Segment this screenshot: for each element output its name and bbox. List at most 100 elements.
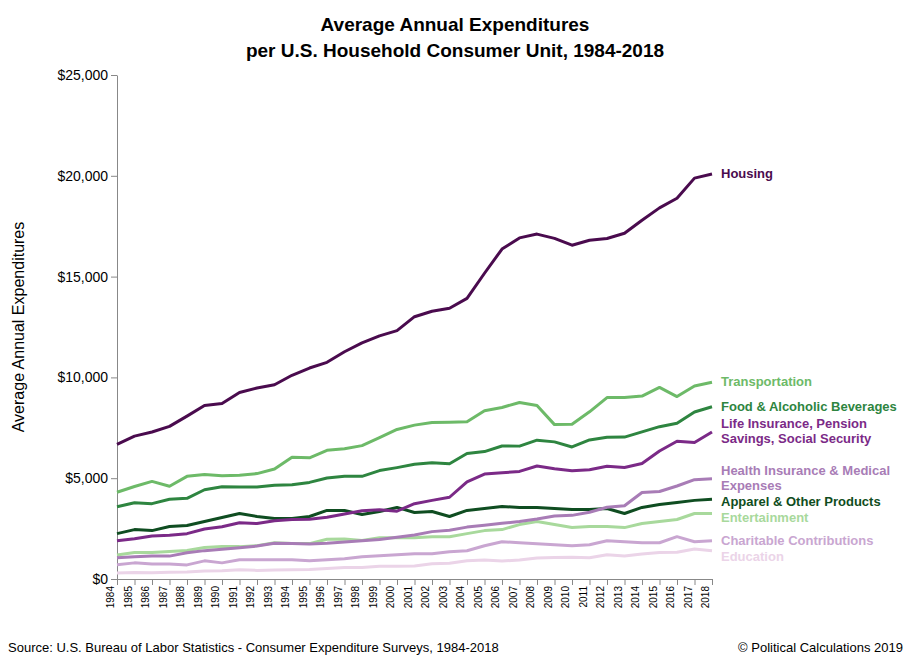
x-tick-label: 2017 — [683, 586, 694, 609]
series-label: Apparel & Other Products — [721, 494, 881, 509]
x-tick: 2012 — [595, 579, 608, 608]
y-tick: $25,000 — [57, 67, 117, 83]
x-tick-mark — [555, 579, 556, 585]
x-tick: 2007 — [508, 579, 521, 608]
x-tick-label: 2003 — [438, 586, 449, 609]
x-tick-mark — [310, 579, 311, 585]
x-tick: 1997 — [333, 579, 346, 608]
series-label: Housing — [721, 166, 773, 181]
x-tick-label: 1996 — [315, 586, 326, 609]
x-tick-label: 2005 — [473, 586, 484, 609]
x-tick-mark — [117, 579, 118, 585]
x-tick-label: 1993 — [263, 586, 274, 609]
x-tick-mark — [135, 579, 136, 585]
series-label: Food & Alcoholic Beverages — [721, 399, 897, 414]
series-label: Health Insurance & MedicalExpenses — [721, 463, 890, 493]
y-tick: $15,000 — [57, 269, 117, 285]
x-tick: 2003 — [438, 579, 451, 608]
x-tick-label: 2001 — [403, 586, 414, 609]
x-tick: 2014 — [630, 579, 643, 608]
x-tick: 2011 — [578, 579, 591, 608]
x-tick-mark — [537, 579, 538, 585]
x-tick: 1984 — [105, 579, 118, 608]
x-tick: 1985 — [123, 579, 136, 608]
y-axis-title: Average Annual Expenditures — [10, 222, 27, 433]
x-tick-mark — [170, 579, 171, 585]
x-tick-mark — [345, 579, 346, 585]
x-tick-label: 2018 — [700, 586, 711, 609]
x-tick-label: 2013 — [613, 586, 624, 609]
chart: Average Annual Expenditures per U.S. Hous… — [0, 0, 911, 661]
x-tick-label: 2000 — [385, 586, 396, 609]
x-tick-label: 2008 — [525, 586, 536, 609]
x-tick-label: 1997 — [333, 586, 344, 609]
x-tick-label: 2015 — [648, 586, 659, 609]
x-tick-mark — [520, 579, 521, 585]
x-tick-label: 2002 — [420, 586, 431, 609]
x-tick-mark — [625, 579, 626, 585]
y-tick-mark — [111, 75, 117, 76]
x-tick: 2004 — [455, 579, 468, 608]
series-label: Education — [721, 549, 784, 564]
y-tick-mark — [111, 579, 117, 580]
x-tick: 2006 — [490, 579, 503, 608]
subtitle: per U.S. Household Consumer Unit, 1984-2… — [246, 40, 664, 61]
x-tick-mark — [152, 579, 153, 585]
x-tick-mark — [415, 579, 416, 585]
series-label: Charitable Contributions — [721, 533, 873, 548]
x-tick-label: 2011 — [578, 586, 589, 608]
x-tick-mark — [590, 579, 591, 585]
x-tick-label: 1991 — [228, 586, 239, 609]
x-tick: 1988 — [175, 579, 188, 608]
x-tick-mark — [607, 579, 608, 585]
x-tick: 2010 — [560, 579, 573, 608]
x-tick: 2002 — [420, 579, 433, 608]
credit-note: © Political Calculations 2019 — [738, 640, 903, 655]
x-tick-mark — [502, 579, 503, 585]
y-tick-label: $5,000 — [65, 470, 108, 486]
x-tick: 2009 — [543, 579, 556, 608]
x-tick: 1989 — [193, 579, 206, 608]
x-tick: 1996 — [315, 579, 328, 608]
series-line — [117, 407, 712, 507]
x-tick-mark — [240, 579, 241, 585]
x-tick-mark — [450, 579, 451, 585]
x-tick: 1995 — [298, 579, 311, 608]
x-tick: 1990 — [210, 579, 223, 608]
y-tick-mark — [111, 478, 117, 479]
y-tick-label: $20,000 — [57, 168, 108, 184]
y-tick-mark — [111, 176, 117, 177]
y-tick-label: $0 — [92, 571, 108, 587]
x-tick-mark — [397, 579, 398, 585]
x-tick-label: 2014 — [630, 586, 641, 609]
x-tick-mark — [187, 579, 188, 585]
series-label: Transportation — [721, 374, 812, 389]
x-tick: 1999 — [368, 579, 381, 608]
x-tick-label: 1995 — [298, 586, 309, 609]
x-tick-mark — [485, 579, 486, 585]
x-tick: 1994 — [280, 579, 293, 608]
series-label: Life Insurance, PensionSavings, Social S… — [721, 416, 872, 446]
x-tick-mark — [642, 579, 643, 585]
series-label: Entertainment — [721, 510, 809, 525]
x-tick-label: 1985 — [123, 586, 134, 609]
x-tick: 1991 — [228, 579, 241, 608]
y-tick: $20,000 — [57, 168, 117, 184]
x-tick-mark — [572, 579, 573, 585]
x-tick-label: 1998 — [350, 586, 361, 609]
y-tick: $10,000 — [57, 369, 117, 385]
series-line — [117, 432, 712, 541]
x-tick-mark — [327, 579, 328, 585]
x-tick: 1993 — [263, 579, 276, 608]
x-tick-label: 1984 — [105, 586, 116, 609]
x-tick-label: 2012 — [595, 586, 606, 609]
x-tick: 2005 — [473, 579, 486, 608]
x-tick-mark — [205, 579, 206, 585]
y-tick-label: $25,000 — [57, 67, 108, 83]
x-tick-label: 2006 — [490, 586, 501, 609]
x-tick-mark — [677, 579, 678, 585]
x-tick-mark — [467, 579, 468, 585]
x-tick-label: 1989 — [193, 586, 204, 609]
x-tick: 1992 — [245, 579, 258, 608]
x-tick-mark — [362, 579, 363, 585]
